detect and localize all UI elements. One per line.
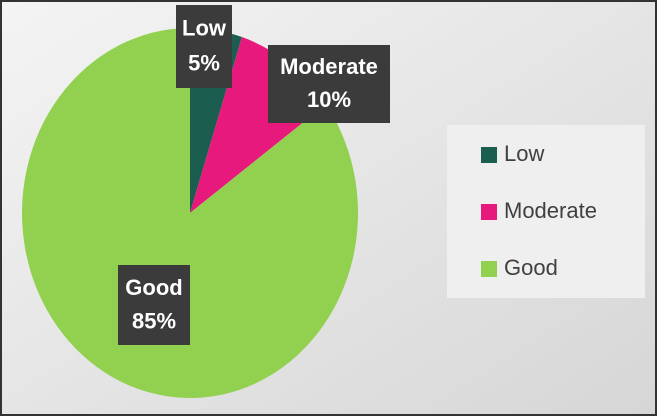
pie-slice — [22, 28, 359, 398]
data-label-value: 10% — [307, 87, 351, 112]
data-label-name: Low — [182, 16, 227, 41]
data-label-name: Moderate — [280, 54, 378, 79]
data-label-value: 85% — [132, 308, 176, 333]
legend-label: Good — [504, 255, 558, 280]
legend-label: Moderate — [504, 198, 597, 223]
legend-label: Low — [504, 141, 544, 166]
data-label-box — [268, 45, 390, 123]
data-label-name: Good — [125, 275, 182, 300]
data-label-box — [118, 265, 190, 345]
data-label-box — [176, 5, 232, 88]
data-label-value: 5% — [188, 51, 220, 76]
legend-marker — [481, 147, 497, 163]
legend-marker — [481, 204, 497, 220]
legend-marker — [481, 261, 497, 277]
legend-box — [447, 125, 645, 298]
